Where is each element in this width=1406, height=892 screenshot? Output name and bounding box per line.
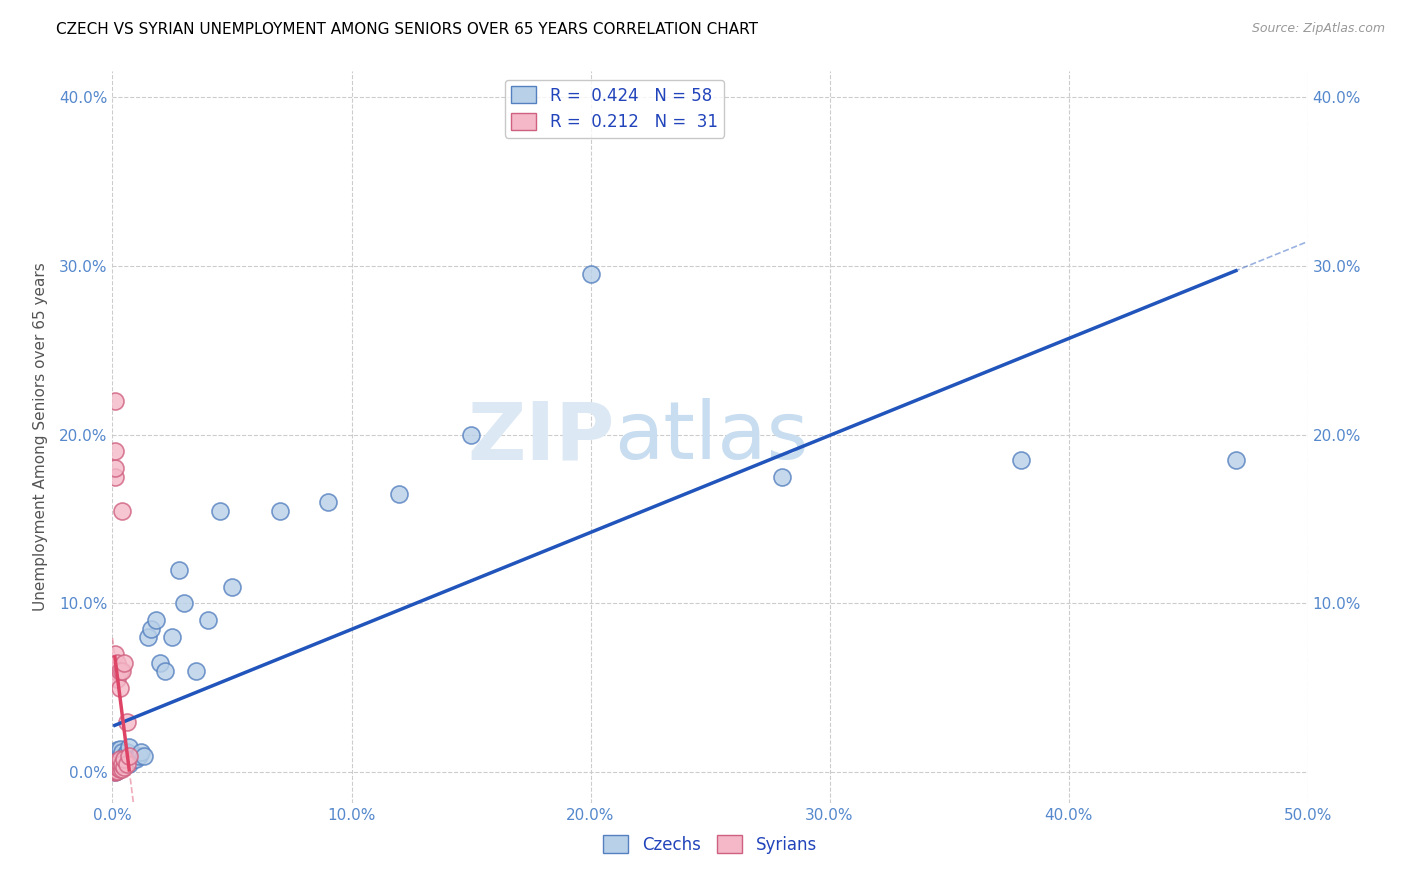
Point <box>105 764 128 778</box>
Point <box>105 756 128 771</box>
Point <box>108 758 131 772</box>
Point <box>221 580 243 594</box>
Text: atlas: atlas <box>614 398 808 476</box>
Point <box>139 622 162 636</box>
Point <box>108 756 131 771</box>
Point <box>104 444 127 458</box>
Point <box>108 752 131 766</box>
Point <box>108 664 131 678</box>
Legend: Czechs, Syrians: Czechs, Syrians <box>596 829 824 860</box>
Point <box>111 756 134 771</box>
Point <box>108 748 131 763</box>
Point <box>104 470 127 484</box>
Text: CZECH VS SYRIAN UNEMPLOYMENT AMONG SENIORS OVER 65 YEARS CORRELATION CHART: CZECH VS SYRIAN UNEMPLOYMENT AMONG SENIO… <box>56 22 758 37</box>
Point <box>111 762 134 776</box>
Point <box>108 762 131 776</box>
Point <box>114 760 135 774</box>
Point <box>104 647 127 661</box>
Point <box>105 760 128 774</box>
Point <box>105 656 128 670</box>
Point <box>105 762 128 776</box>
Text: ZIP: ZIP <box>467 398 614 476</box>
Point <box>108 681 131 695</box>
Point <box>118 740 141 755</box>
Point <box>104 765 127 780</box>
Point <box>388 486 411 500</box>
Point <box>104 764 127 778</box>
Point <box>111 756 134 771</box>
Point <box>104 393 127 408</box>
Point <box>111 752 134 766</box>
Point <box>125 752 148 766</box>
Point <box>1010 453 1032 467</box>
Point <box>114 758 135 772</box>
Point <box>108 741 131 756</box>
Point <box>104 758 127 772</box>
Point <box>128 748 150 763</box>
Point <box>105 743 128 757</box>
Point <box>114 748 135 763</box>
Point <box>105 764 128 778</box>
Point <box>121 752 143 766</box>
Point <box>105 754 128 768</box>
Point <box>105 760 128 774</box>
Point <box>105 756 128 771</box>
Point <box>105 748 128 763</box>
Point <box>118 748 141 763</box>
Point <box>269 503 291 517</box>
Point <box>114 752 135 766</box>
Point <box>104 756 127 771</box>
Point <box>149 656 172 670</box>
Point <box>104 762 127 776</box>
Point <box>209 503 232 517</box>
Point <box>104 752 127 766</box>
Point <box>186 664 208 678</box>
Point <box>104 756 127 770</box>
Point <box>115 756 138 771</box>
Point <box>104 762 127 776</box>
Point <box>114 656 135 670</box>
Point <box>145 613 167 627</box>
Point <box>104 664 127 678</box>
Point <box>104 756 127 770</box>
Point <box>138 630 160 644</box>
Point <box>104 748 127 763</box>
Point <box>104 764 127 778</box>
Point <box>111 503 134 517</box>
Point <box>169 563 191 577</box>
Point <box>105 673 128 687</box>
Point <box>115 714 138 729</box>
Point <box>129 745 152 759</box>
Point <box>460 427 482 442</box>
Point <box>111 745 134 759</box>
Point <box>1225 453 1247 467</box>
Point <box>115 745 138 759</box>
Point <box>108 756 131 770</box>
Point <box>197 613 219 627</box>
Point <box>153 664 176 678</box>
Point <box>108 762 131 776</box>
Point <box>115 756 138 771</box>
Point <box>316 495 339 509</box>
Point <box>104 754 127 768</box>
Point <box>122 752 145 766</box>
Point <box>104 758 127 772</box>
Point <box>118 756 141 771</box>
Y-axis label: Unemployment Among Seniors over 65 years: Unemployment Among Seniors over 65 years <box>32 263 48 611</box>
Point <box>108 752 131 766</box>
Point <box>111 664 134 678</box>
Point <box>104 760 127 774</box>
Point <box>162 630 183 644</box>
Point <box>104 461 127 475</box>
Text: Source: ZipAtlas.com: Source: ZipAtlas.com <box>1251 22 1385 36</box>
Point <box>579 267 602 281</box>
Point <box>104 765 127 780</box>
Point <box>132 748 155 763</box>
Point <box>770 470 793 484</box>
Point <box>173 597 195 611</box>
